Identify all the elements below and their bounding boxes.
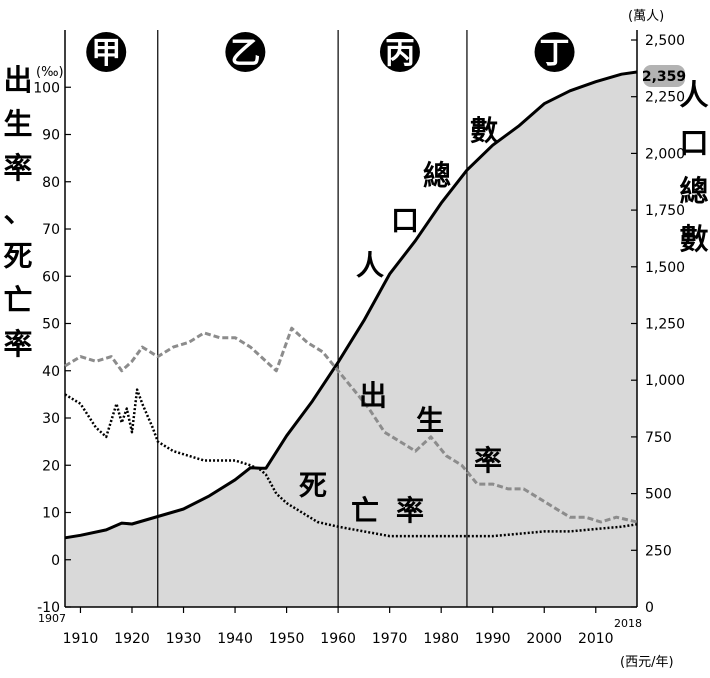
x-tick-label: 1970: [372, 631, 408, 647]
right-tick-label: 1,500: [645, 260, 685, 276]
left-tick-label: 50: [42, 317, 60, 333]
x-tick-label: 2000: [526, 631, 562, 647]
left-tick-label: -10: [37, 600, 60, 616]
right-tick-label: 0: [645, 600, 654, 616]
era-circle-丙: [379, 32, 420, 72]
right-tick-label: 500: [645, 487, 672, 503]
left-tick-label: 100: [33, 80, 60, 96]
population-line-label: 口: [391, 204, 419, 237]
population-line-label: 總: [423, 159, 451, 192]
death-line-label: 死: [299, 469, 327, 502]
right-tick-label: 2,000: [645, 146, 685, 162]
population-callout: 2,359: [642, 69, 686, 85]
x-tick-label: 1980: [423, 631, 459, 647]
era-circle-丁: [534, 32, 575, 72]
x-tick-label: 1920: [114, 631, 150, 647]
left-tick-label: 30: [42, 411, 60, 427]
left-tick-label: 20: [42, 458, 60, 474]
series-line-出生率: [64, 326, 638, 524]
x-tick-label: 1930: [166, 631, 202, 647]
right-tick-label: 250: [645, 543, 672, 559]
death-line-label: 率: [396, 494, 424, 527]
birth-line-label: 率: [474, 444, 502, 477]
right-axis-title-char: 口: [679, 126, 708, 160]
left-axis-title-char: 率: [3, 151, 32, 185]
x-tick-label: 1960: [320, 631, 356, 647]
right-tick-label: 1,750: [645, 203, 685, 219]
x-tick-label: 1950: [269, 631, 305, 647]
era-circle-甲: [86, 32, 127, 72]
right-axis-unit: (萬人): [628, 9, 664, 24]
series-line-死亡率: [64, 388, 638, 538]
axes-layer: [64, 30, 638, 608]
tick-label-layer: -10 0 10 20 30 40 50 60 70 80 90 100 0 250 500 750 1,000…: [33, 33, 685, 647]
series-line-人口總數: [64, 70, 638, 540]
right-tick-label: 2,500: [645, 33, 685, 49]
left-tick-label: 40: [42, 364, 60, 380]
x-axis-unit: (西元/年): [620, 655, 674, 670]
left-tick-label: 80: [42, 175, 60, 191]
population-area: [65, 72, 637, 607]
right-tick-label: 2,250: [645, 90, 685, 106]
right-axis-title-char: 數: [679, 222, 708, 256]
era-label: 丙: [385, 36, 415, 71]
population-callout-bg: [643, 65, 685, 87]
left-tick-label: 60: [42, 269, 60, 285]
x-start-label: 1907: [38, 612, 66, 625]
era-circle-乙: [225, 32, 266, 72]
left-axis-title-char: 率: [3, 327, 32, 361]
birth-line-label: 出: [359, 379, 387, 412]
era-label: 丁: [540, 36, 570, 71]
x-tick-label: 2010: [578, 631, 614, 647]
population-line-label: 數: [470, 114, 498, 147]
birth-line-label: 生: [416, 404, 444, 437]
right-tick-label: 750: [645, 430, 672, 446]
left-axis-title-char: 亡: [3, 283, 32, 317]
population-area-layer: [65, 72, 637, 607]
era-marker-layer: 甲乙丙丁: [86, 32, 575, 72]
left-tick-label: 70: [42, 222, 60, 238]
left-tick-label: 0: [51, 553, 60, 569]
right-tick-label: 1,250: [645, 317, 685, 333]
in-chart-label-layer: 出生率、死亡率人口總數人口總數出生率死亡率: [3, 63, 708, 527]
x-end-label: 2018: [614, 617, 642, 630]
x-tick-label: 1940: [217, 631, 253, 647]
left-axis-title-char: 、: [3, 195, 32, 229]
right-axis-title-char: 人: [679, 78, 708, 112]
series-layer: [64, 70, 638, 540]
right-tick-label: 1,000: [645, 373, 685, 389]
left-tick-label: 10: [42, 506, 60, 522]
left-axis-title-char: 出: [3, 63, 32, 97]
left-axis-unit: (‰): [36, 65, 64, 80]
x-tick-label: 1990: [475, 631, 511, 647]
era-label: 乙: [230, 36, 260, 71]
population-line-label: 人: [356, 249, 384, 282]
right-axis-title-char: 總: [679, 174, 708, 208]
left-tick-label: 90: [42, 128, 60, 144]
divider-layer: [157, 30, 468, 607]
left-axis-title-char: 生: [3, 107, 32, 141]
left-axis-title-char: 死: [3, 239, 32, 273]
x-tick-label: 1910: [63, 631, 99, 647]
death-line-label: 亡: [351, 494, 379, 527]
era-label: 甲: [91, 36, 121, 71]
